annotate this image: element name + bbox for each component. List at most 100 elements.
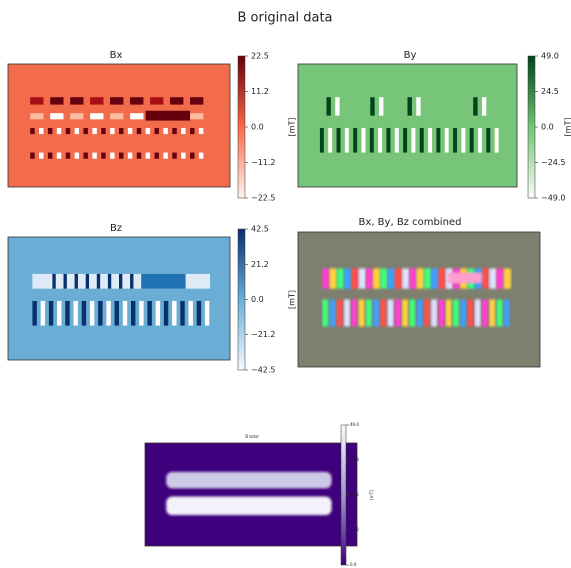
field-pattern: [170, 97, 183, 104]
field-pattern: [119, 128, 123, 134]
field-pattern: [92, 128, 96, 134]
field-pattern: [322, 268, 329, 288]
colorbar-tick-label: 22.5: [251, 52, 269, 61]
field-pattern: [57, 128, 61, 134]
field-pattern: [64, 274, 67, 289]
field-pattern: [137, 153, 141, 159]
field-pattern: [48, 153, 52, 159]
field-pattern: [39, 128, 43, 134]
field-pattern: [50, 113, 63, 119]
field-pattern: [130, 113, 143, 119]
field-pattern: [446, 300, 452, 327]
field-pattern: [489, 300, 495, 327]
colorbar-tick-label: −49.0: [541, 194, 566, 203]
field-pattern: [495, 128, 499, 153]
field-pattern: [322, 300, 328, 327]
field-pattern: [128, 153, 132, 159]
field-pattern: [92, 153, 96, 159]
field-pattern: [386, 128, 390, 153]
field-pattern: [130, 97, 143, 104]
field-pattern: [205, 301, 209, 326]
field-pattern: [83, 153, 87, 159]
field-pattern: [106, 301, 110, 326]
field-pattern: [110, 113, 123, 119]
field-pattern: [66, 153, 70, 159]
field-pattern: [409, 300, 415, 327]
field-pattern: [146, 128, 150, 134]
field-pattern: [417, 268, 424, 288]
field-pattern: [395, 128, 399, 153]
panel-title: Bx, By, Bz combined: [359, 217, 462, 228]
field-pattern: [438, 300, 444, 327]
field-pattern: [359, 300, 365, 327]
field-pattern: [345, 128, 349, 153]
field-pattern: [146, 153, 150, 159]
field-pattern: [141, 274, 185, 289]
field-pattern: [172, 301, 176, 326]
field-pattern: [98, 301, 102, 326]
field-pattern: [362, 128, 366, 153]
field-pattern: [436, 128, 440, 153]
field-pattern: [460, 300, 466, 327]
field-pattern: [370, 97, 374, 115]
field-pattern: [448, 273, 482, 284]
field-pattern: [496, 268, 503, 288]
panel-title: Bx: [110, 50, 123, 61]
field-pattern: [130, 274, 133, 289]
field-pattern: [90, 301, 94, 326]
field-pattern: [424, 300, 430, 327]
field-pattern: [417, 300, 423, 327]
field-pattern: [97, 274, 100, 289]
field-pattern: [137, 128, 141, 134]
field-pattern: [155, 128, 159, 134]
field-pattern: [373, 268, 380, 288]
field-pattern: [52, 274, 55, 289]
field-pattern: [115, 301, 119, 326]
field-pattern: [416, 97, 420, 115]
field-pattern: [366, 300, 372, 327]
colorbar-label: [mT]: [288, 290, 297, 309]
field-pattern: [329, 300, 335, 327]
field-pattern: [139, 301, 143, 326]
field-pattern: [431, 300, 437, 327]
field-pattern: [337, 300, 343, 327]
colorbar-tick-label: 42.5: [251, 225, 269, 234]
panel-title: By: [404, 50, 417, 61]
colorbar: [238, 229, 245, 370]
colorbar-tick-label: 49.0: [350, 422, 359, 427]
colorbar-tick-label: −11.2: [251, 158, 276, 167]
field-pattern: [411, 128, 415, 153]
field-pattern: [75, 128, 79, 134]
field-pattern: [344, 268, 351, 288]
field-pattern: [90, 97, 103, 104]
field-pattern: [453, 128, 457, 153]
field-pattern: [461, 128, 465, 153]
field-pattern: [57, 301, 61, 326]
colorbar: [341, 425, 346, 565]
field-pattern: [70, 97, 83, 104]
field-pattern: [473, 97, 477, 115]
colorbar-tick-label: 11.2: [251, 87, 269, 96]
field-pattern: [180, 301, 184, 326]
field-pattern: [403, 128, 407, 153]
field-pattern: [197, 301, 201, 326]
field-pattern: [73, 301, 77, 326]
field-pattern: [86, 274, 89, 289]
field-pattern: [181, 128, 185, 134]
field-pattern: [119, 153, 123, 159]
colorbar-tick-label: 0.0: [541, 123, 554, 132]
field-pattern: [172, 153, 176, 159]
field-pattern: [190, 128, 194, 134]
field-pattern: [181, 153, 185, 159]
colorbar-tick-label: 0.0: [251, 123, 264, 132]
field-pattern: [353, 128, 357, 153]
field-pattern: [380, 268, 387, 288]
field-pattern: [335, 97, 339, 115]
colorbar-tick-label: 24.5: [541, 87, 559, 96]
heatmap-background: [145, 443, 357, 546]
colorbar: [238, 56, 245, 198]
field-pattern: [75, 153, 79, 159]
field-pattern: [482, 268, 489, 288]
field-pattern: [41, 301, 45, 326]
field-pattern: [504, 300, 510, 327]
